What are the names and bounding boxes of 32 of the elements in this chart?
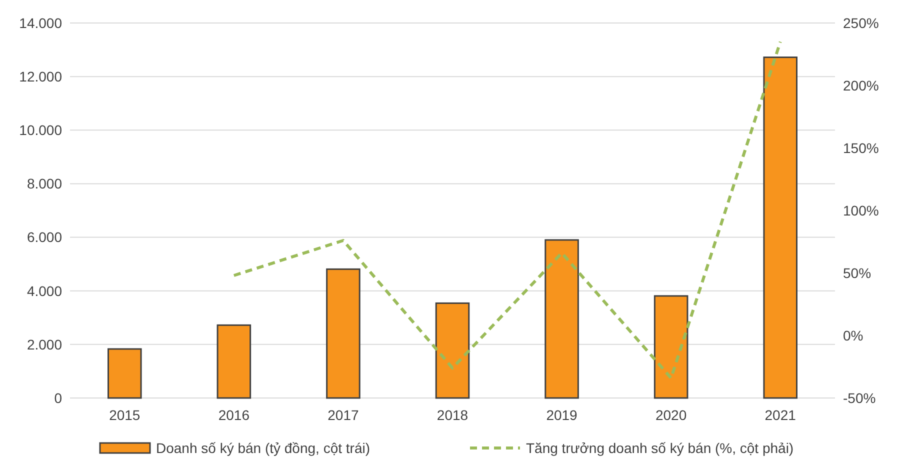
x-tick-label: 2015 <box>109 407 140 423</box>
x-tick-label: 2016 <box>218 407 250 423</box>
y-tick-label: 8.000 <box>26 176 62 192</box>
y2-tick-label: 0% <box>843 327 864 344</box>
bar <box>326 268 360 399</box>
legend-label: Doanh số ký bán (tỷ đồng, cột trái) <box>156 440 370 456</box>
y-tick-label: 2.000 <box>26 336 62 352</box>
bar <box>544 239 579 399</box>
bar <box>763 56 798 399</box>
y2-tick-label: 100% <box>843 202 879 218</box>
x-tick-label: 2019 <box>546 407 578 423</box>
bar <box>654 295 688 399</box>
y2-tick-label: -50% <box>843 390 876 406</box>
y-tick-label: 10.000 <box>19 122 62 138</box>
bar <box>108 348 142 399</box>
y2-tick-label: 150% <box>843 140 879 156</box>
y2-tick-label: 250% <box>843 14 879 31</box>
y2-tick-label: 50% <box>843 264 872 281</box>
x-tick-label: 2021 <box>764 407 796 423</box>
bar <box>216 324 252 399</box>
x-tick-label: 2018 <box>436 407 468 423</box>
line-series <box>232 40 782 380</box>
x-tick-label: 2017 <box>328 407 359 423</box>
y2-tick-label: 200% <box>843 77 879 94</box>
y-tick-label: 6.000 <box>26 229 62 246</box>
y-tick-label: 0 <box>54 390 62 406</box>
legend-label: Tăng trưởng doanh số ký bán (%, cột phải) <box>526 440 794 456</box>
bar <box>435 302 470 399</box>
x-tick-label: 2020 <box>655 407 687 423</box>
y-tick-label: 14.000 <box>19 14 62 31</box>
y-tick-label: 12.000 <box>19 68 62 84</box>
y-tick-label: 4.000 <box>26 282 62 299</box>
